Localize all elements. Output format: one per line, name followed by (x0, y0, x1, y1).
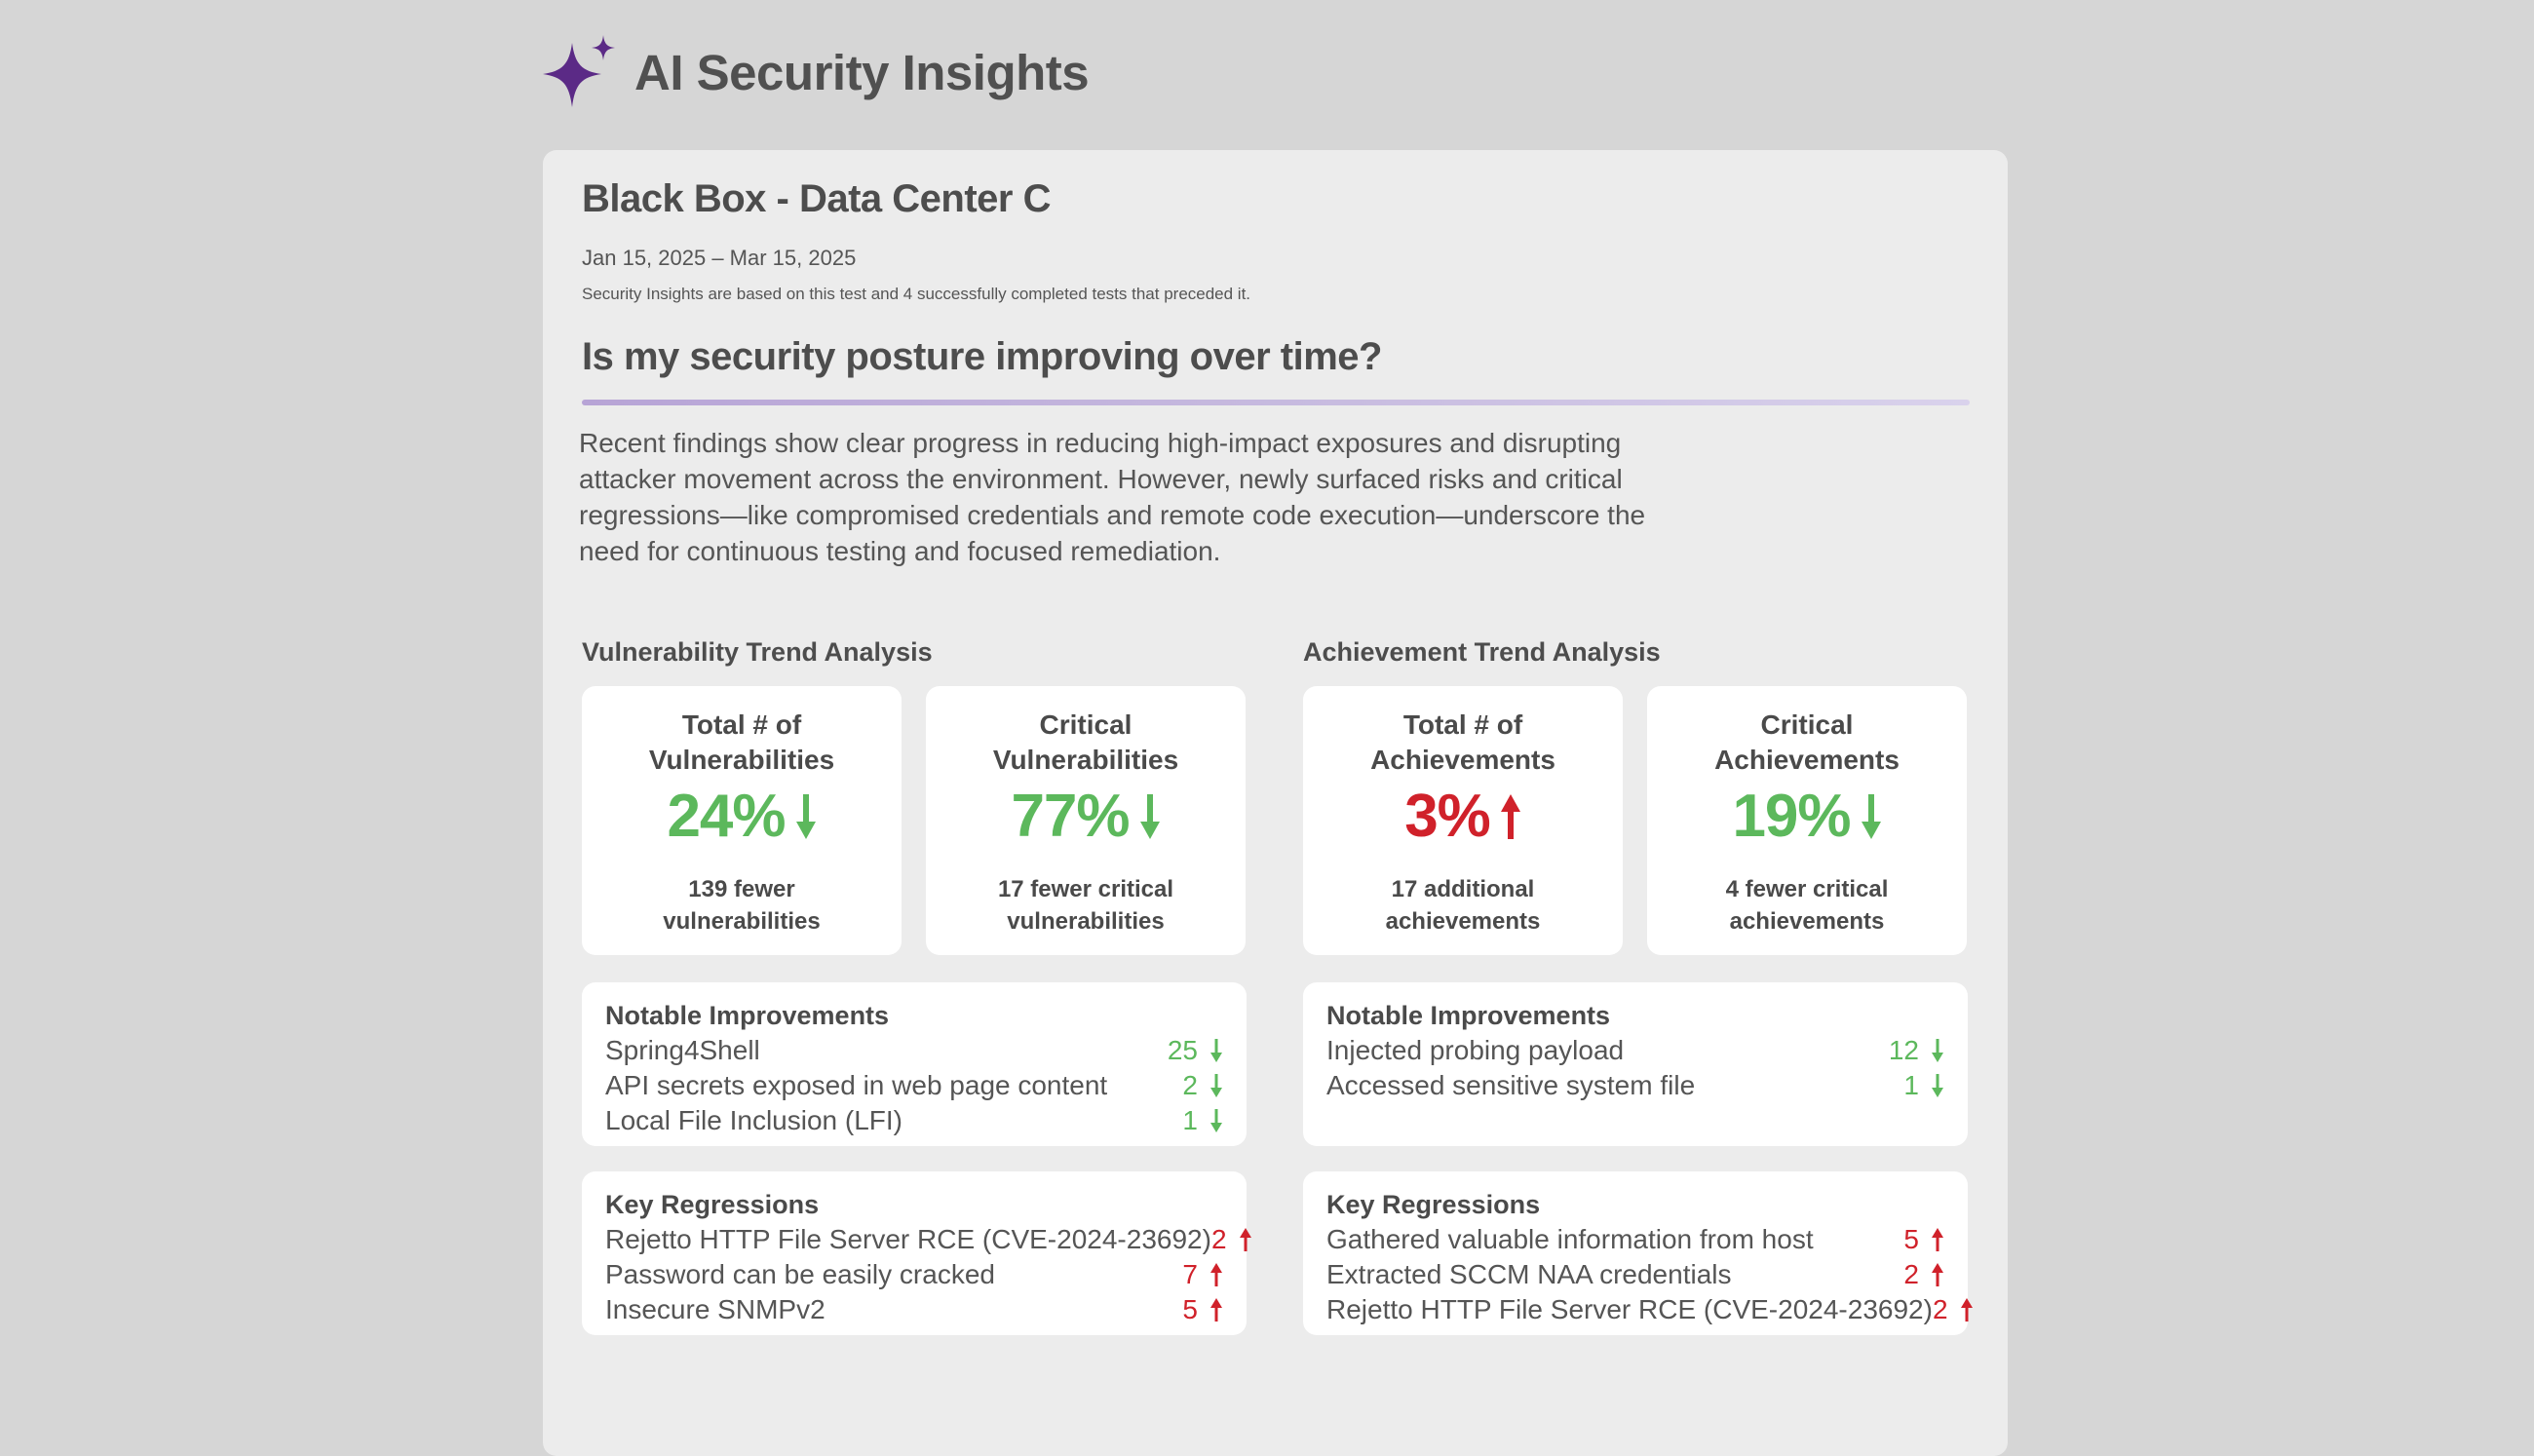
item-count: 7 (1182, 1259, 1198, 1289)
kpi-value: 19% (1732, 783, 1851, 850)
item-count: 5 (1903, 1224, 1919, 1254)
list-title: Key Regressions (605, 1190, 820, 1219)
arrow-down-icon (1209, 1108, 1223, 1133)
kpi-label: Critical Vulnerabilities (992, 709, 1179, 775)
section-question: Is my security posture improving over ti… (582, 335, 1382, 378)
arrow-up-icon (1960, 1297, 1974, 1322)
sparkle-icon (543, 35, 615, 109)
kpi-card-critical-vulnerabilities: Critical Vulnerabilities 77% 17 fewer cr… (926, 686, 1246, 955)
arrow-up-icon (1931, 1262, 1944, 1287)
kpi-value: 77% (1011, 783, 1130, 850)
item-count: 2 (1903, 1259, 1919, 1289)
summary-text: Recent findings show clear progress in r… (579, 428, 1646, 566)
arrow-up-icon (1500, 792, 1521, 841)
vulnerability-improvements-card: Notable Improvements Spring4Shell 25 API… (582, 982, 1247, 1146)
arrow-down-icon (1209, 1073, 1223, 1098)
item-count: 1 (1903, 1070, 1919, 1100)
arrow-down-icon (1139, 792, 1161, 841)
arrow-down-icon (1931, 1038, 1944, 1063)
arrow-down-icon (1209, 1038, 1223, 1063)
arrow-down-icon (1931, 1073, 1944, 1098)
kpi-card-critical-achievements: Critical Achievements 19% 4 fewer critic… (1647, 686, 1967, 955)
vulnerability-regressions-card: Key Regressions Rejetto HTTP File Server… (582, 1171, 1251, 1335)
arrow-up-icon (1209, 1262, 1223, 1287)
list-title: Key Regressions (1326, 1190, 1541, 1219)
arrow-down-icon (795, 792, 817, 841)
kpi-label: Total # of Vulnerabilities (648, 709, 835, 775)
item-count: 2 (1210, 1224, 1227, 1254)
kpi-subtext: 139 fewer vulnerabilities (663, 876, 821, 935)
kpi-label: Total # of Achievements (1370, 709, 1555, 775)
achievement-improvements-card: Notable Improvements Injected probing pa… (1303, 982, 1968, 1146)
list-item: Accessed sensitive system file 1 (1326, 1068, 1944, 1103)
item-count: 1 (1182, 1105, 1198, 1135)
kpi-card-total-vulnerabilities: Total # of Vulnerabilities 24% 139 fewer… (582, 686, 902, 955)
item-count: 2 (1182, 1070, 1198, 1100)
kpi-label: Critical Achievements (1714, 709, 1900, 775)
list-item: Rejetto HTTP File Server RCE (CVE-2024-2… (605, 1222, 1251, 1257)
arrow-up-icon (1931, 1227, 1944, 1252)
list-item: Password can be easily cracked 7 (605, 1257, 1223, 1292)
list-item: Spring4Shell 25 (605, 1033, 1223, 1068)
kpi-subtext: 4 fewer critical achievements (1725, 876, 1889, 935)
kpi-subtext: 17 additional achievements (1385, 876, 1541, 935)
list-title: Notable Improvements (605, 1001, 890, 1030)
app-header: AI Security Insights (543, 35, 1090, 109)
kpi-value: 24% (667, 783, 786, 850)
list-item: Injected probing payload 12 (1326, 1033, 1944, 1068)
list-item: Local File Inclusion (LFI) 1 (605, 1103, 1223, 1138)
kpi-card-total-achievements: Total # of Achievements 3% 17 additional… (1303, 686, 1623, 955)
item-count: 12 (1888, 1035, 1919, 1065)
arrow-down-icon (1861, 792, 1882, 841)
vulnerability-trend-heading: Vulnerability Trend Analysis (582, 637, 933, 667)
list-item: Gathered valuable information from host … (1326, 1222, 1944, 1257)
report-title: Black Box - Data Center C (582, 177, 1051, 220)
app-title: AI Security Insights (634, 44, 1090, 100)
kpi-value: 3% (1404, 783, 1491, 850)
item-count: 5 (1182, 1294, 1198, 1324)
report-panel: Black Box - Data Center C Jan 15, 2025 –… (543, 150, 2008, 1456)
item-count: 25 (1167, 1035, 1198, 1065)
achievement-regressions-card: Key Regressions Gathered valuable inform… (1303, 1171, 1973, 1335)
list-item: Insecure SNMPv2 5 (605, 1292, 1223, 1327)
date-range: Jan 15, 2025 – Mar 15, 2025 (582, 246, 857, 270)
arrow-up-icon (1239, 1227, 1252, 1252)
kpi-subtext: 17 fewer critical vulnerabilities (997, 876, 1174, 935)
accent-divider (582, 400, 1970, 405)
basis-note: Security Insights are based on this test… (582, 285, 1251, 303)
list-title: Notable Improvements (1326, 1001, 1611, 1030)
item-count: 2 (1932, 1294, 1948, 1324)
achievement-trend-heading: Achievement Trend Analysis (1303, 637, 1661, 667)
arrow-up-icon (1209, 1297, 1223, 1322)
list-item: Extracted SCCM NAA credentials 2 (1326, 1257, 1944, 1292)
list-item: API secrets exposed in web page content … (605, 1068, 1223, 1103)
list-item: Rejetto HTTP File Server RCE (CVE-2024-2… (1326, 1292, 1973, 1327)
